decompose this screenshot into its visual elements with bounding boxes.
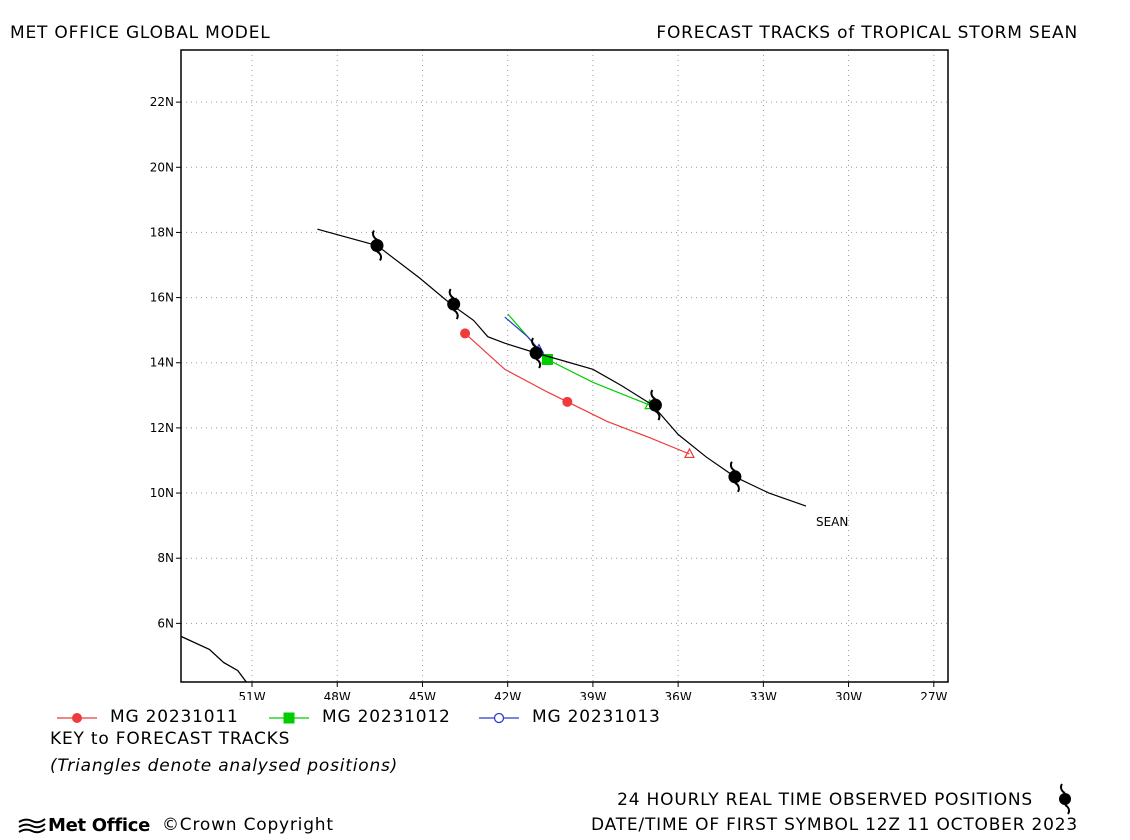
lon-tick-label: 45W bbox=[409, 690, 436, 700]
key-note: (Triangles denote analysed positions) bbox=[50, 756, 399, 776]
observed-storm-symbol bbox=[529, 337, 543, 369]
lat-tick-label: 10N bbox=[150, 486, 174, 500]
storm-symbol-core bbox=[648, 398, 662, 412]
legend-green-square-icon bbox=[269, 712, 309, 724]
lon-tick-label: 27W bbox=[920, 690, 947, 700]
forecast-marker-square bbox=[541, 353, 553, 365]
storm-symbol-arm bbox=[453, 309, 459, 320]
storm-symbol-core bbox=[447, 297, 461, 311]
storm-symbol-core bbox=[728, 470, 742, 484]
legend-label: MG 20231012 bbox=[322, 707, 451, 727]
lon-tick-label: 33W bbox=[750, 690, 777, 700]
lon-tick-label: 36W bbox=[665, 690, 692, 700]
lat-tick-label: 22N bbox=[150, 95, 174, 109]
lat-tick-label: 6N bbox=[157, 616, 174, 630]
lon-tick-label: 30W bbox=[835, 690, 862, 700]
storm-symbol-arm bbox=[650, 389, 656, 400]
copyright-notice: ©Crown Copyright bbox=[162, 815, 334, 835]
forecast-track-1 bbox=[507, 313, 650, 406]
coastline-path bbox=[181, 635, 247, 682]
storm-symbol-core bbox=[529, 346, 543, 360]
storm-symbol-arm bbox=[734, 481, 740, 493]
lat-tick-label: 14N bbox=[150, 356, 174, 370]
observed-storm-symbol bbox=[370, 229, 384, 262]
storm-symbol-arm bbox=[448, 288, 455, 299]
legend-label: MG 20231013 bbox=[532, 707, 661, 727]
forecast-marker-circle bbox=[460, 328, 471, 339]
storm-symbol-arm bbox=[372, 229, 378, 241]
storm-symbol-arm bbox=[531, 337, 537, 348]
forecast-track-0 bbox=[464, 332, 690, 455]
observed-track bbox=[317, 228, 807, 507]
header-chart-title: FORECAST TRACKS of TROPICAL STORM SEAN bbox=[656, 23, 1078, 43]
axis-ticks: 51W 48W 45W 42W 39W 36W 33W 30W 27W 6N 8N 10N 12N 14N… bbox=[150, 95, 948, 700]
lon-tick-label: 48W bbox=[324, 690, 351, 700]
lon-tick-label: 42W bbox=[494, 690, 521, 700]
met-office-waves-icon bbox=[18, 818, 46, 834]
lon-tick-label: 51W bbox=[238, 690, 265, 700]
lat-tick-label: 16N bbox=[150, 291, 174, 305]
lat-tick-label: 8N bbox=[157, 551, 174, 565]
storm-symbol-core bbox=[370, 239, 384, 252]
logo-text: Met Office bbox=[48, 815, 151, 836]
lat-tick-label: 18N bbox=[150, 225, 174, 239]
lat-tick-label: 20N bbox=[150, 160, 174, 174]
storm-symbol-arm bbox=[654, 410, 661, 421]
lat-tick-label: 12N bbox=[150, 421, 174, 435]
map-grid bbox=[181, 50, 948, 682]
observed-positions-label: 24 HOURLY REAL TIME OBSERVED POSITIONS bbox=[617, 790, 1033, 810]
lon-tick-label: 39W bbox=[579, 690, 606, 700]
legend-red-circle-icon bbox=[57, 713, 97, 723]
key-title: KEY to FORECAST TRACKS bbox=[50, 729, 291, 749]
header-model-title: MET OFFICE GLOBAL MODEL bbox=[10, 23, 271, 43]
map-frame bbox=[180, 49, 949, 683]
storm-symbol-arm bbox=[729, 461, 736, 472]
observed-storm-symbol bbox=[447, 288, 461, 320]
analysed-position-triangle bbox=[683, 447, 695, 459]
observed-storm-symbol bbox=[728, 461, 742, 493]
legend-blue-open-circle-icon bbox=[479, 712, 519, 724]
first-symbol-datetime: DATE/TIME OF FIRST SYMBOL 12Z 11 OCTOBER… bbox=[591, 815, 1078, 835]
forecast-track-map: SEAN 51W 48W 45W 42W 39W 36W 33W 30W 27W 6N 8N 10N 1… bbox=[150, 49, 949, 700]
tracks-layer: SEAN bbox=[317, 228, 848, 529]
forecast-marker-circle bbox=[562, 396, 573, 407]
storm-symbol-arm bbox=[376, 250, 382, 262]
tropical-storm-symbol-icon bbox=[1059, 783, 1071, 815]
legend-label: MG 20231011 bbox=[110, 707, 239, 727]
storm-name-label: SEAN bbox=[816, 515, 848, 529]
observed-storm-symbol bbox=[648, 389, 662, 421]
storm-symbol-arm bbox=[535, 358, 542, 369]
coastline bbox=[181, 635, 247, 682]
